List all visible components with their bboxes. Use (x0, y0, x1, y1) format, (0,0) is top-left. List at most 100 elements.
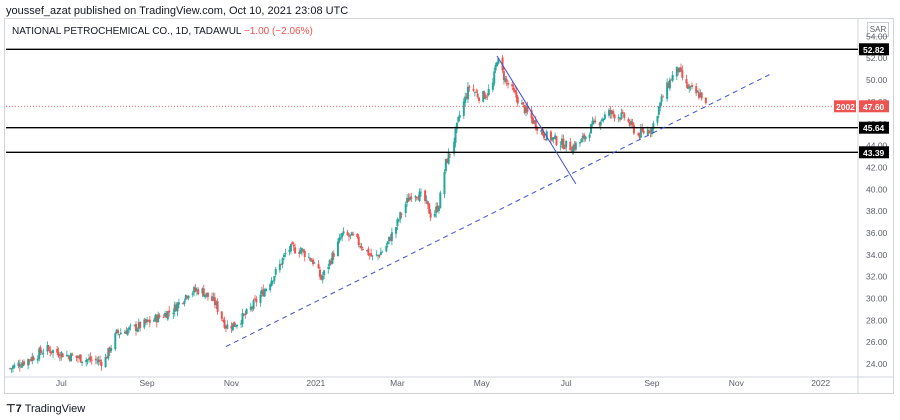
candle-body (330, 260, 333, 264)
last-price-side-badge (834, 100, 856, 113)
candle-body (584, 136, 587, 140)
candle-body (428, 203, 431, 214)
candle-body (466, 86, 469, 100)
candle-body (478, 97, 481, 101)
candle-body (497, 58, 500, 64)
candle-body (224, 326, 227, 329)
candle-body (407, 198, 410, 202)
candle-body (381, 251, 384, 253)
candle-body (483, 92, 486, 99)
candle-body (520, 102, 523, 105)
x-tick-label: Nov (224, 378, 240, 388)
candle-body (650, 127, 653, 135)
candle-body (110, 348, 113, 352)
candle-body (139, 321, 142, 328)
candle-body (598, 123, 601, 125)
candle-body (331, 252, 334, 264)
candle-body (379, 252, 382, 256)
candle-body (554, 135, 557, 139)
candle-body (462, 101, 465, 116)
candle-body (697, 92, 700, 98)
candle-body (424, 190, 427, 201)
candle-body (444, 159, 447, 172)
candle-body (592, 120, 595, 123)
candle-body (339, 237, 342, 239)
candle-body (332, 253, 335, 257)
candle-body (71, 354, 74, 356)
candle-body (245, 309, 248, 314)
candle-body (390, 232, 393, 241)
candle-body (400, 213, 403, 215)
candle-body (648, 130, 651, 133)
candle-body (187, 295, 190, 299)
candle-body (385, 245, 388, 252)
candle-body (177, 302, 180, 305)
candle-body (476, 93, 479, 98)
candle-body (31, 356, 34, 362)
candle-body (40, 353, 43, 355)
candle-body (313, 262, 316, 264)
candle-body (235, 324, 238, 327)
currency-toggle[interactable]: SAR (867, 22, 889, 37)
candle-body (639, 128, 642, 138)
candle-body (52, 350, 55, 354)
candle-body (312, 259, 315, 265)
candle-body (269, 284, 272, 291)
candle-body (231, 323, 234, 331)
candle-body (613, 114, 616, 119)
candle-body (472, 88, 475, 91)
symbol-line: NATIONAL PETROCHEMICAL CO., 1D, TADAWUL (12, 26, 242, 37)
candle-body (226, 324, 229, 329)
candle-body (641, 127, 644, 131)
candle-body (89, 356, 92, 361)
candle-body (631, 121, 634, 126)
candle-body (491, 82, 494, 90)
candle-body (700, 92, 703, 99)
x-tick-label: 2021 (306, 378, 325, 388)
y-tick-label: 44.00 (866, 141, 888, 151)
candle-body (146, 319, 149, 323)
candle-body (574, 142, 577, 150)
level-badge-label: 43.39 (863, 148, 885, 158)
candle-body (496, 62, 499, 67)
candle-body (494, 65, 497, 71)
candle-body (251, 307, 254, 309)
candle-body (686, 84, 689, 89)
candle-body (65, 354, 68, 357)
candle-body (68, 356, 71, 361)
candle-body (57, 351, 60, 357)
candle-body (516, 96, 519, 104)
candle-body (173, 304, 176, 312)
tradingview-logo[interactable]: ⊤7 TradingView (6, 402, 85, 415)
candle-body (551, 137, 554, 141)
candle-body (22, 361, 25, 365)
candle-body (679, 67, 682, 71)
candle-body (341, 233, 344, 238)
candle-body (184, 294, 187, 300)
candle-body (545, 131, 548, 141)
candle-body (273, 276, 276, 281)
chart-frame (4, 18, 894, 394)
candle-body (289, 244, 292, 252)
candle-body (619, 118, 622, 120)
candle-body (36, 358, 39, 361)
candle-body (526, 106, 529, 112)
candle-body (197, 289, 200, 295)
candle-body (155, 315, 158, 323)
x-tick-label: Sep (644, 378, 659, 388)
candle-body (274, 268, 277, 275)
candle-body (447, 152, 450, 164)
candle-body (603, 114, 606, 119)
candle-body (464, 96, 467, 103)
candle-body (47, 346, 50, 350)
candle-body (307, 256, 310, 258)
y-tick-label: 30.00 (866, 294, 888, 304)
candle-body (263, 290, 266, 297)
candle-body (133, 324, 136, 326)
x-tick-label: May (474, 378, 491, 388)
candle-body (79, 354, 82, 363)
candle-body (18, 364, 21, 367)
candle-body (652, 123, 655, 130)
candle-body (49, 349, 52, 353)
